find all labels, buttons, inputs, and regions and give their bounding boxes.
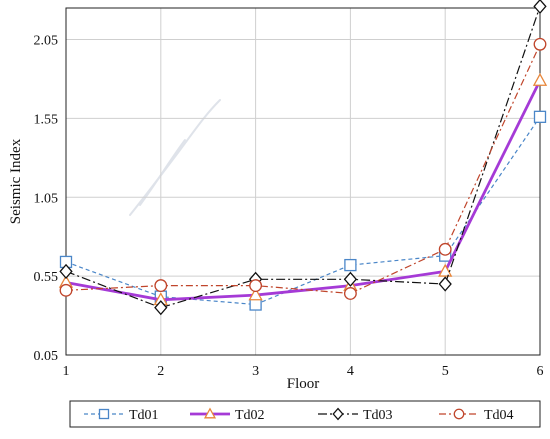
series-line (65, 6, 541, 309)
legend-label: Td01 (129, 408, 159, 423)
y-tick-label: 2.05 (34, 34, 59, 49)
legend-entry: Td04 (439, 408, 514, 423)
y-axis-title: Seismic Index (8, 138, 24, 224)
data-point (249, 279, 263, 293)
grid (65, 8, 541, 356)
series-td03 (59, 0, 547, 316)
legend-marker (332, 407, 344, 421)
data-point (248, 287, 263, 301)
series-line (65, 116, 541, 306)
x-tick-label: 1 (63, 364, 70, 379)
legend-marker (203, 407, 217, 419)
plot-frame (65, 7, 541, 356)
data-point (533, 0, 547, 15)
legend-entry: Td02 (190, 407, 265, 423)
legend-label: Td03 (363, 408, 393, 423)
series-td04 (59, 37, 547, 300)
data-point (154, 300, 168, 316)
data-point (532, 72, 548, 86)
legend-marker (98, 408, 110, 420)
x-axis-title: Floor (287, 376, 320, 392)
x-tick-label: 6 (537, 364, 544, 379)
data-point (344, 258, 357, 272)
data-point (438, 263, 453, 277)
legend-label: Td04 (484, 408, 514, 423)
y-tick-label: 0.05 (34, 349, 59, 364)
legend-marker (453, 408, 465, 420)
data-point (59, 283, 73, 297)
data-point (533, 37, 547, 51)
series-line (65, 79, 542, 302)
x-tick-label: 3 (252, 364, 259, 379)
data-point (438, 242, 452, 256)
x-tick-label: 2 (157, 364, 164, 379)
legend-entry: Td01 (84, 408, 159, 423)
legend: Td01 Td02 Td03 Td04 (69, 400, 541, 428)
data-point (343, 287, 357, 300)
axes: 0.05 0.55 1.05 1.55 2.05 1 2 3 4 5 6 Floor Seismic I… (8, 7, 544, 392)
series-layer (58, 0, 548, 316)
legend-entry: Td03 (318, 407, 393, 423)
x-tick-label: 5 (442, 364, 449, 379)
data-point (438, 276, 452, 292)
series-line (65, 44, 541, 295)
data-point (154, 279, 168, 293)
y-tick-label: 1.55 (34, 112, 59, 127)
data-point (343, 271, 358, 287)
data-point (249, 298, 262, 311)
data-point (533, 110, 547, 123)
y-tick-label: 0.55 (34, 270, 59, 285)
y-tick-label: 1.05 (34, 191, 59, 206)
watermark (129, 99, 221, 216)
legend-label: Td02 (235, 408, 265, 423)
x-tick-label: 4 (347, 364, 354, 379)
data-point (59, 263, 73, 279)
